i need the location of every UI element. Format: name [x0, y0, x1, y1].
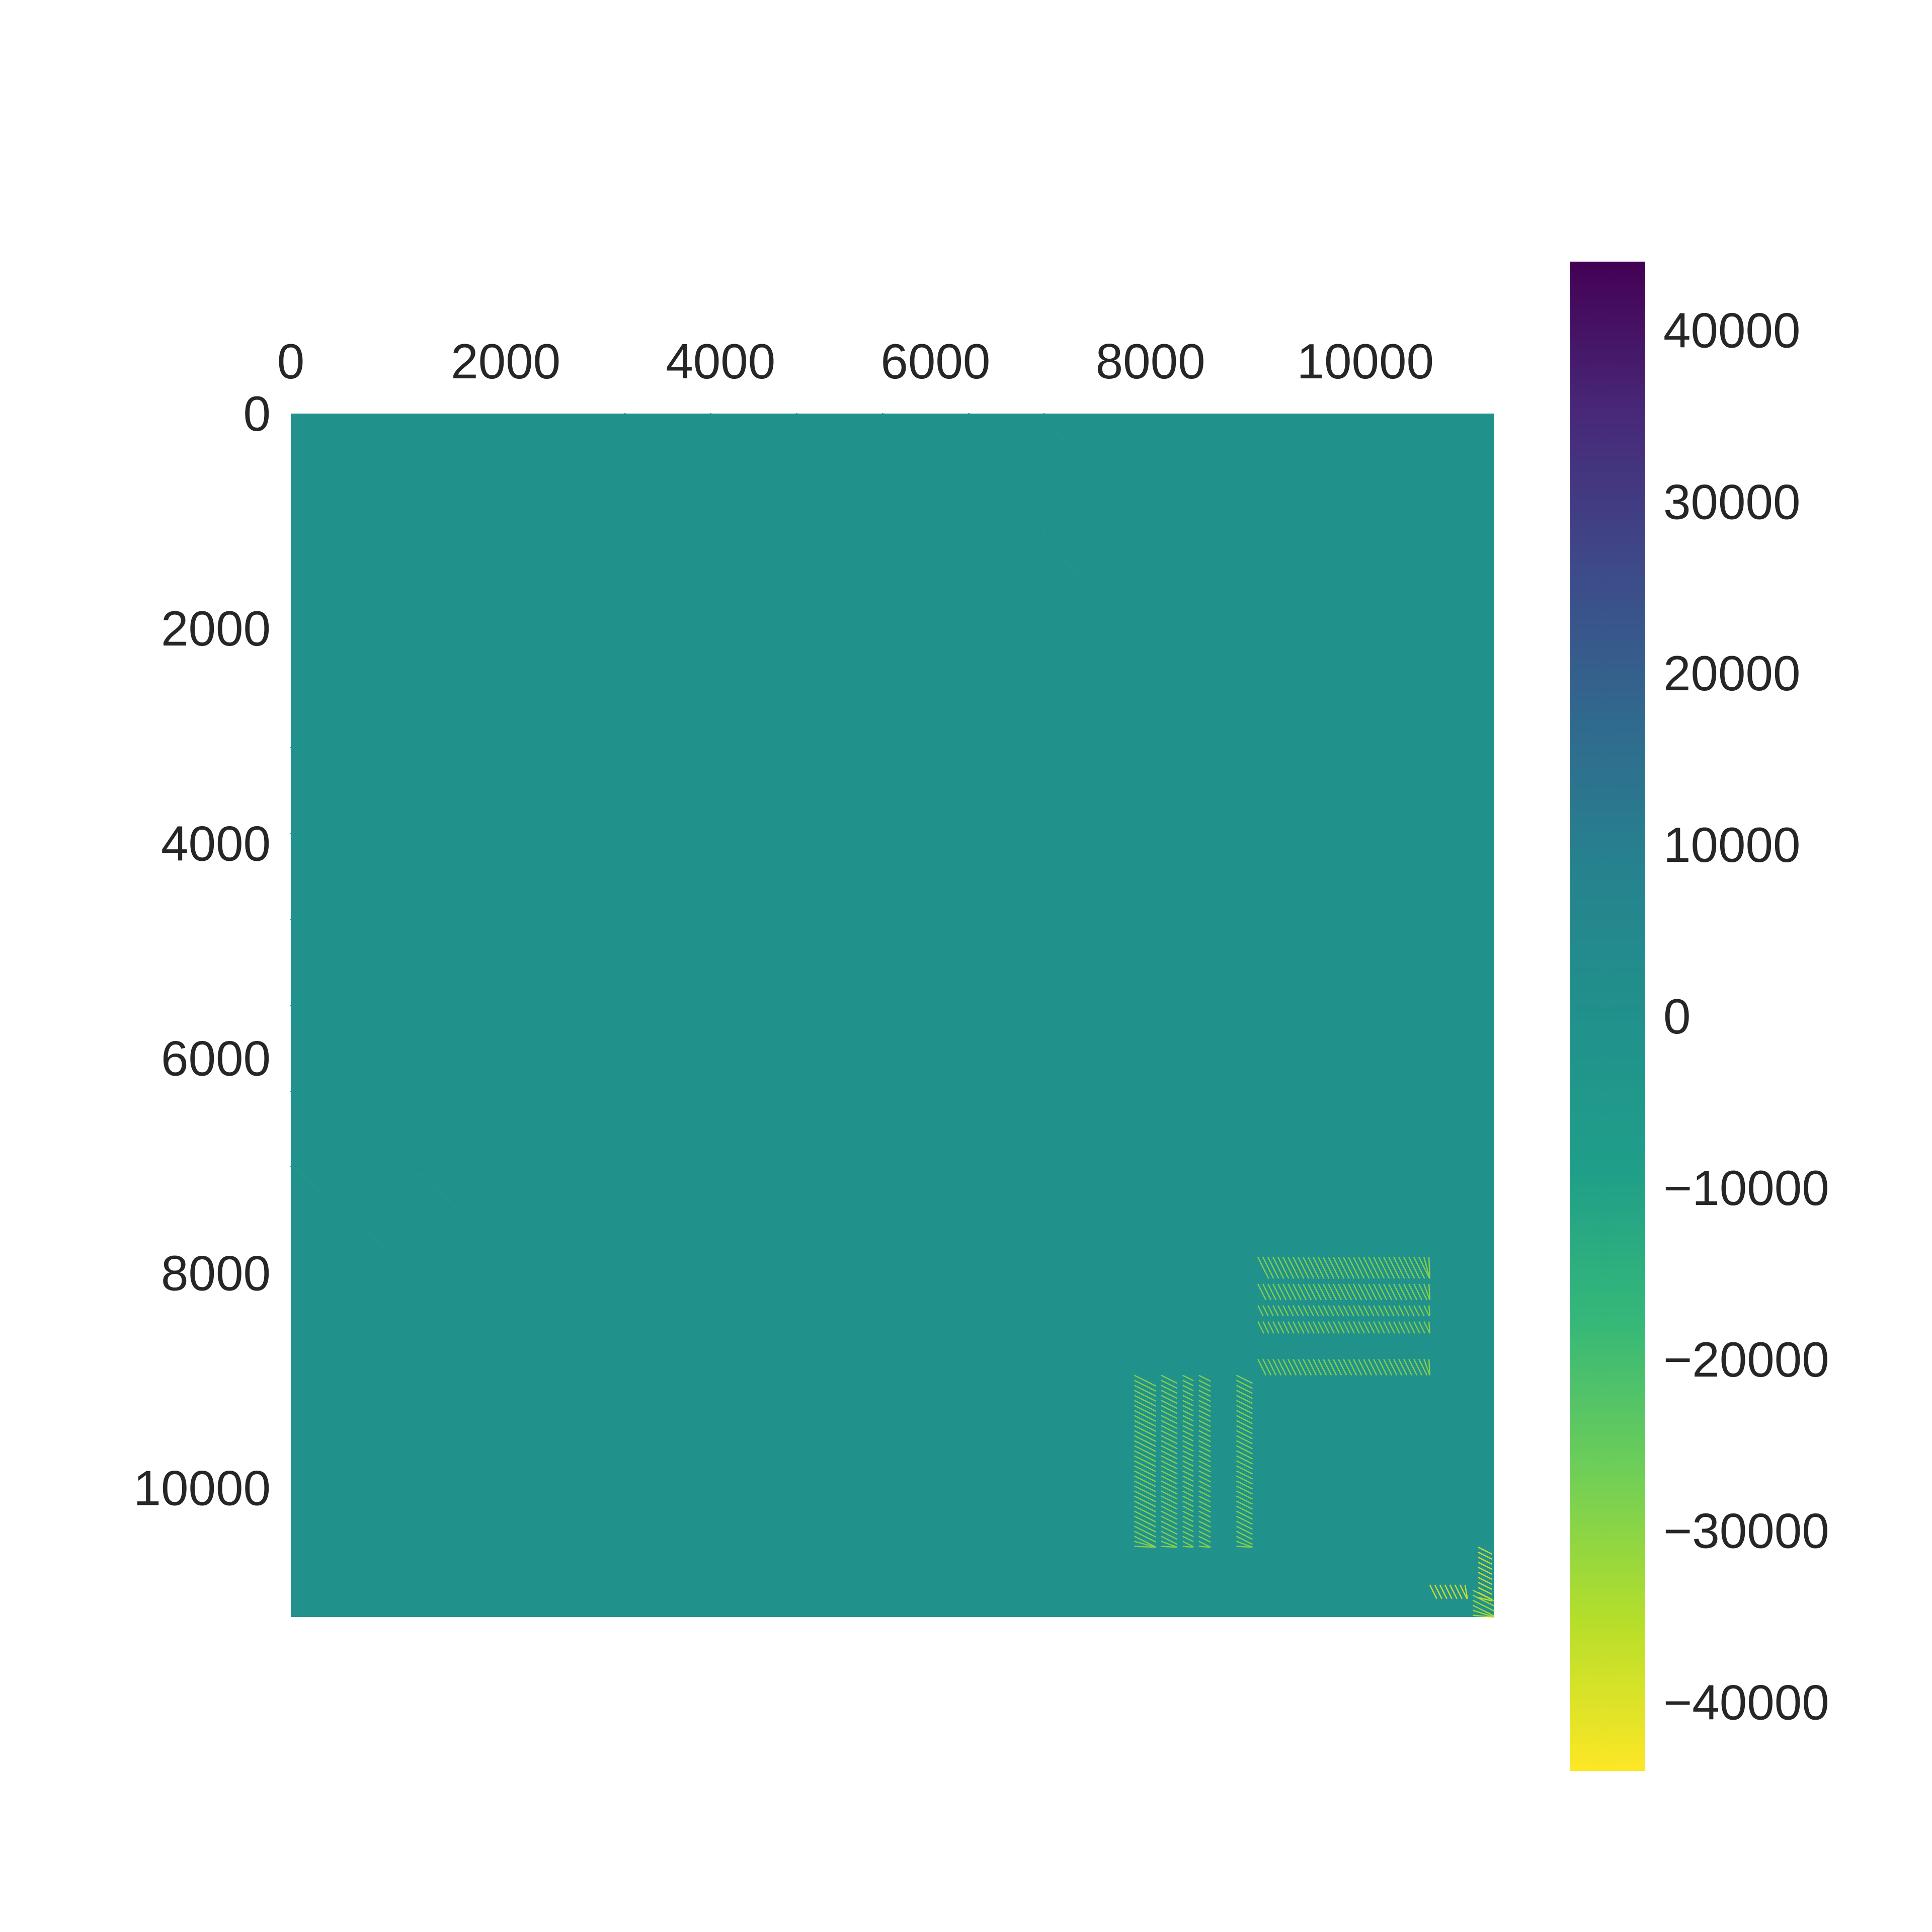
colorbar-tick-label: 0: [1663, 989, 1691, 1044]
band-segment: [515, 1003, 616, 1092]
band-segment: [515, 746, 616, 834]
band-segment: [623, 638, 712, 737]
band-segment: [709, 531, 798, 629]
band-segment: [1042, 413, 1121, 511]
hatch-block: [1182, 1375, 1194, 1548]
band-segment: [1042, 531, 1121, 629]
colorbar-tick-label: 20000: [1663, 646, 1801, 701]
band-segment: [408, 917, 508, 1006]
x-tick-label: 0: [277, 334, 305, 389]
band-segment: [408, 1003, 508, 1092]
colorbar-tick-label: 10000: [1663, 817, 1801, 872]
colorbar: 40000 30000 20000 10000 0 −10000 −20000 −30000 −…: [1570, 262, 1829, 1771]
band-segment: [408, 746, 508, 845]
hatch-block: [1236, 1375, 1253, 1548]
x-tick-label: 4000: [666, 334, 775, 389]
hatch-block: [1472, 1589, 1495, 1618]
band-segment: [1224, 746, 1250, 812]
x-axis-ticks: 0 2000 4000 6000 8000 10000: [277, 334, 1434, 389]
hatch-block: [1257, 1321, 1431, 1334]
band-segment: [515, 1165, 616, 1253]
band-segment: [515, 917, 616, 1006]
y-axis-ticks: 0 2000 4000 6000 8000 10000: [133, 386, 271, 1516]
y-tick-label: 0: [243, 386, 271, 441]
colorbar-tick-label: −40000: [1663, 1675, 1829, 1730]
hatch-block: [1198, 1375, 1211, 1548]
colorbar-gradient: [1570, 262, 1645, 1771]
hatch-block: [1257, 1358, 1431, 1376]
band-segment: [1042, 638, 1132, 737]
y-tick-label: 10000: [133, 1461, 271, 1516]
hatch-block: [1257, 1305, 1431, 1317]
colorbar-tick-label: −30000: [1663, 1503, 1829, 1559]
y-tick-label: 6000: [161, 1030, 271, 1086]
band-segment: [1439, 1380, 1475, 1403]
band-segment: [967, 531, 1057, 629]
band-segment: [880, 638, 971, 737]
x-tick-label: 2000: [451, 334, 560, 389]
band-segment: [1246, 1531, 1261, 1564]
band-segment: [290, 832, 390, 920]
band-segment: [666, 1261, 702, 1296]
band-segment: [623, 1304, 702, 1371]
band-segment: [623, 531, 712, 629]
band-segment: [515, 1089, 616, 1167]
y-tick-label: 2000: [161, 601, 271, 656]
heatmap-background: [291, 414, 1494, 1617]
band-segment: [709, 638, 798, 737]
heatmap-axes: [290, 413, 1495, 1618]
band-segment: [623, 413, 723, 511]
colorbar-tick-label: 30000: [1663, 474, 1801, 529]
band-segment: [795, 413, 895, 511]
colorbar-tick-label: −20000: [1663, 1332, 1829, 1387]
band-segment: [290, 1165, 390, 1253]
hatch-block: [1161, 1375, 1178, 1548]
band-segment: [290, 1089, 390, 1167]
band-segment: [709, 413, 809, 511]
band-segment: [1139, 746, 1185, 823]
band-segment: [290, 917, 390, 1006]
band-segment: [408, 832, 508, 920]
band-segment: [967, 638, 1057, 737]
colorbar-tick-label: −10000: [1663, 1160, 1829, 1216]
band-segment: [794, 531, 884, 629]
band-segment: [794, 638, 884, 737]
band-segment: [880, 413, 981, 511]
band-segment: [290, 1003, 390, 1092]
x-tick-label: 6000: [880, 334, 990, 389]
x-tick-label: 10000: [1297, 334, 1434, 389]
band-segment: [408, 1165, 508, 1253]
band-segment: [408, 1089, 508, 1167]
y-tick-label: 8000: [161, 1246, 271, 1301]
band-segment: [880, 531, 971, 629]
band-segment: [290, 746, 390, 845]
band-segment: [967, 413, 1067, 511]
x-tick-label: 8000: [1096, 334, 1205, 389]
hatch-block: [1134, 1375, 1156, 1548]
hatch-block: [1429, 1584, 1468, 1599]
colorbar-ticks: 40000 30000 20000 10000 0 −10000 −20000 −30000 −…: [1663, 302, 1829, 1730]
heatmap-marks: [290, 413, 1495, 1618]
band-segment: [515, 832, 616, 920]
y-tick-label: 4000: [161, 816, 271, 871]
colorbar-tick-label: 40000: [1663, 302, 1801, 358]
hatch-block: [1257, 1283, 1431, 1301]
hatch-block: [1257, 1256, 1431, 1279]
